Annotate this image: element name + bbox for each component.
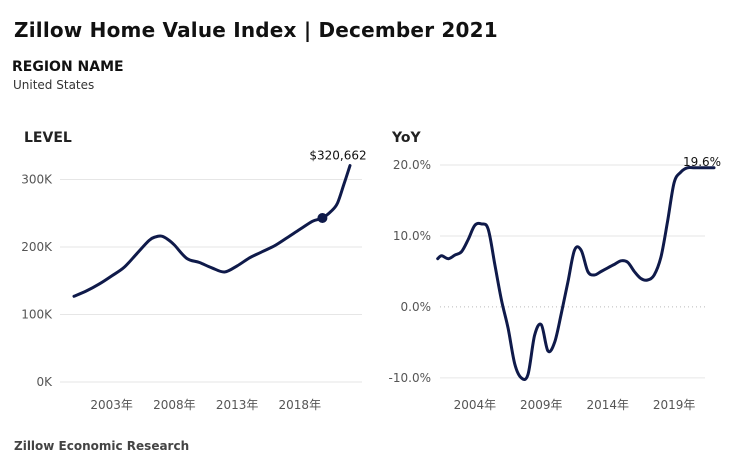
y-tick-label: 20.0% <box>393 158 431 172</box>
level-y-ticks: 0K 100K 200K 300K <box>21 173 53 390</box>
x-tick-label: 2008年 <box>153 398 196 412</box>
page-title: Zillow Home Value Index | December 2021 <box>14 18 498 42</box>
x-tick-label: 2013年 <box>216 398 259 412</box>
x-tick-label: 2004年 <box>454 398 497 412</box>
yoy-x-ticks: 2004年 2009年 2014年 2019年 <box>454 398 696 412</box>
level-series-line <box>72 164 352 298</box>
x-tick-label: 2014年 <box>586 398 629 412</box>
level-gridlines <box>60 179 362 383</box>
region-name-label: REGION NAME <box>12 59 124 75</box>
y-tick-label: 0.0% <box>401 300 432 314</box>
y-tick-label: -10.0% <box>389 371 431 385</box>
x-tick-label: 2009年 <box>520 398 563 412</box>
yoy-end-value-label: 19.6% <box>683 155 721 169</box>
y-tick-label: 10.0% <box>393 229 431 243</box>
region-name-value: United States <box>13 78 95 92</box>
y-tick-label: 0K <box>36 375 53 389</box>
x-tick-label: 2019年 <box>653 398 696 412</box>
yoy-y-ticks: -10.0% 0.0% 10.0% 20.0% <box>389 158 431 385</box>
source-footer: Zillow Economic Research <box>14 439 190 453</box>
level-x-ticks: 2003年 2008年 2013年 2018年 <box>90 398 321 412</box>
y-tick-label: 200K <box>21 240 53 254</box>
level-hover-marker[interactable] <box>317 212 328 223</box>
x-tick-label: 2018年 <box>279 398 322 412</box>
y-tick-label: 100K <box>21 308 53 322</box>
yoy-gridlines <box>440 164 705 379</box>
yoy-panel-title: YoY <box>391 130 421 146</box>
x-tick-label: 2003年 <box>90 398 133 412</box>
yoy-series-line <box>436 165 716 381</box>
y-tick-label: 300K <box>21 173 53 187</box>
level-end-value-label: $320,662 <box>309 149 366 163</box>
level-panel-title: LEVEL <box>24 130 72 146</box>
